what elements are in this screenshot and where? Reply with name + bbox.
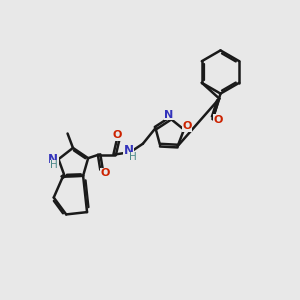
- Text: O: O: [182, 121, 192, 131]
- Text: H: H: [128, 152, 136, 162]
- Text: N: N: [48, 153, 58, 166]
- Text: N: N: [164, 110, 173, 120]
- Text: O: O: [213, 115, 223, 125]
- Text: O: O: [100, 168, 110, 178]
- Text: H: H: [50, 160, 58, 170]
- Text: N: N: [124, 144, 134, 158]
- Text: O: O: [112, 130, 122, 140]
